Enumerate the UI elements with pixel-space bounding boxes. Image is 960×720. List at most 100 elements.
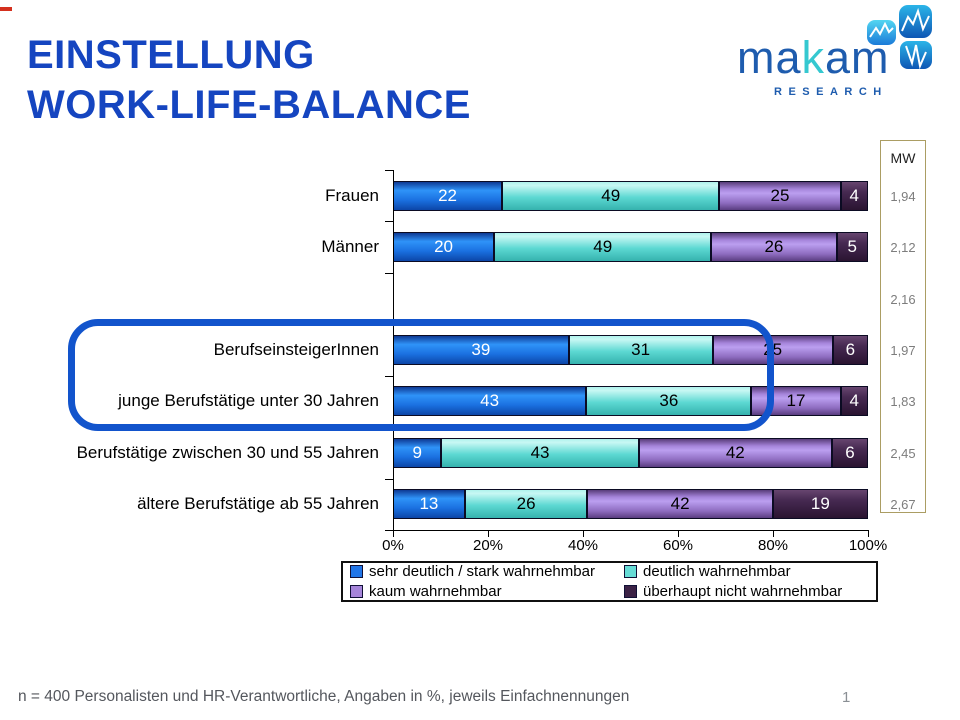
- category-tick: [385, 375, 393, 377]
- bar-value-label: 22: [438, 185, 457, 205]
- mw-value: 2,16: [890, 291, 916, 307]
- bar-value-label: 26: [764, 237, 784, 257]
- value-tick-label: 20%: [472, 537, 504, 554]
- legend-swatch-icon: [350, 565, 363, 578]
- stacked-bar: 39 31 25 6: [393, 334, 868, 365]
- bar-value-label: 49: [601, 185, 621, 205]
- chart-row: ältere Berufstätige ab 55 Jahren 13 26 42 19: [0, 479, 868, 530]
- chart-row: Frauen 22 49 25 4: [0, 170, 868, 221]
- value-tick-label: 40%: [567, 537, 599, 554]
- mw-value: 2,45: [890, 445, 916, 461]
- legend: sehr deutlich / stark wahrnehmbar deutlic…: [341, 561, 878, 602]
- bar-value-label: 4: [849, 185, 859, 205]
- mw-value: 1,94: [890, 188, 916, 204]
- mw-value: 1,83: [890, 394, 916, 410]
- bar-value-label: 42: [670, 494, 690, 514]
- bar-value-label: 19: [810, 494, 830, 514]
- value-tick: [393, 530, 394, 537]
- chart-row: BerufseinsteigerInnen 39 31 25 6: [0, 324, 868, 375]
- legend-item: kaum wahrnehmbar: [350, 582, 624, 601]
- bar-segment: 49: [494, 232, 712, 263]
- category-tick: [385, 478, 393, 480]
- bar-value-label: 31: [631, 339, 651, 359]
- legend-swatch-icon: [624, 585, 637, 598]
- bar-segment: 49: [502, 180, 720, 211]
- value-tick: [678, 530, 679, 537]
- bar-segment: 42: [638, 437, 832, 468]
- bar-value-label: 13: [419, 494, 439, 514]
- bar-value-label: 5: [847, 237, 857, 257]
- bar-value-label: 6: [845, 442, 855, 462]
- value-tick-label: 0%: [382, 537, 404, 554]
- legend-swatch-icon: [350, 585, 363, 598]
- category-tick: [385, 324, 393, 326]
- value-tick: [583, 530, 584, 537]
- bar-value-label: 43: [530, 442, 550, 462]
- bar-segment: 43: [441, 437, 639, 468]
- bar-value-label: 4: [849, 391, 859, 411]
- value-tick-label: 100%: [848, 537, 888, 554]
- chart-plot-area: Frauen 22 49 25 4 Männer 20 49 26 5 Berufseinsteig…: [0, 170, 868, 530]
- bar-segment: 13: [393, 489, 465, 520]
- logo-text: ma: [737, 32, 802, 83]
- legend-label: deutlich wahrnehmbar: [643, 563, 791, 580]
- category-label: ältere Berufstätige ab 55 Jahren: [137, 494, 379, 514]
- stacked-bar: 20 49 26 5: [393, 232, 868, 263]
- legend-label: kaum wahrnehmbar: [369, 583, 502, 600]
- bar-segment: 42: [587, 489, 773, 520]
- bar-value-label: 25: [770, 185, 790, 205]
- bar-segment: 25: [719, 180, 841, 211]
- logo-research-label: RESEARCH: [774, 86, 888, 98]
- bar-segment: 5: [836, 232, 868, 263]
- bar-value-label: 36: [659, 391, 679, 411]
- value-tick-label: 60%: [662, 537, 694, 554]
- red-dash-decoration: [0, 7, 12, 11]
- stacked-bar: 22 49 25 4: [393, 180, 868, 211]
- legend-label: überhaupt nicht wahrnehmbar: [643, 583, 843, 600]
- legend-item: sehr deutlich / stark wahrnehmbar: [350, 562, 624, 581]
- mw-column: MW 1,94 2,12 2,16 1,97 1,83 2,45 2,67: [880, 140, 926, 513]
- chart-row: [0, 273, 868, 324]
- bar-value-label: 39: [471, 339, 491, 359]
- bar-segment: 25: [712, 334, 833, 365]
- value-axis-line: [393, 530, 869, 531]
- bar-segment: 17: [751, 386, 841, 417]
- page-title: EINSTELLUNG WORK-LIFE-BALANCE: [27, 30, 471, 131]
- bar-segment: 43: [393, 386, 587, 417]
- bar-value-label: 17: [786, 391, 806, 411]
- bar-value-label: 6: [845, 339, 856, 359]
- bar-segment: 6: [831, 437, 868, 468]
- category-tick: [385, 427, 393, 429]
- category-label: BerufseinsteigerInnen: [213, 339, 379, 359]
- mw-value: 2,67: [890, 497, 916, 513]
- chart-row: junge Berufstätige unter 30 Jahren 43 36 17…: [0, 376, 868, 427]
- footnote: n = 400 Personalisten und HR-Verantwortl…: [18, 688, 630, 705]
- bar-segment: 9: [393, 437, 442, 468]
- category-axis-line: [393, 170, 394, 530]
- bar-segment: 36: [586, 386, 752, 417]
- title-line-2: WORK-LIFE-BALANCE: [27, 83, 471, 128]
- mw-header: MW: [890, 150, 916, 166]
- category-label: [0, 273, 386, 324]
- category-label: Männer: [321, 237, 379, 257]
- category-tick: [385, 272, 393, 274]
- bar-segment: 39: [393, 334, 569, 365]
- category-tick: [385, 221, 393, 223]
- chart-row: Berufstätige zwischen 30 und 55 Jahren 9 4…: [0, 427, 868, 478]
- value-tick: [868, 530, 869, 537]
- category-label: Frauen: [325, 185, 379, 205]
- mw-value: 2,12: [890, 240, 916, 256]
- title-line-1: EINSTELLUNG: [27, 33, 315, 77]
- page-number: 1: [842, 689, 851, 706]
- bar-segment: 6: [832, 334, 868, 365]
- mw-value: 1,97: [890, 342, 916, 358]
- bar-value-label: 43: [480, 391, 500, 411]
- legend-item: deutlich wahrnehmbar: [624, 562, 876, 581]
- bar-segment: 31: [568, 334, 713, 365]
- bar-segment: 22: [393, 180, 503, 211]
- stacked-bar: 13 26 42 19: [393, 489, 868, 520]
- legend-item: überhaupt nicht wahrnehmbar: [624, 582, 876, 601]
- bar-segment: 19: [772, 489, 868, 520]
- stacked-bar: 9 43 42 6: [393, 437, 868, 468]
